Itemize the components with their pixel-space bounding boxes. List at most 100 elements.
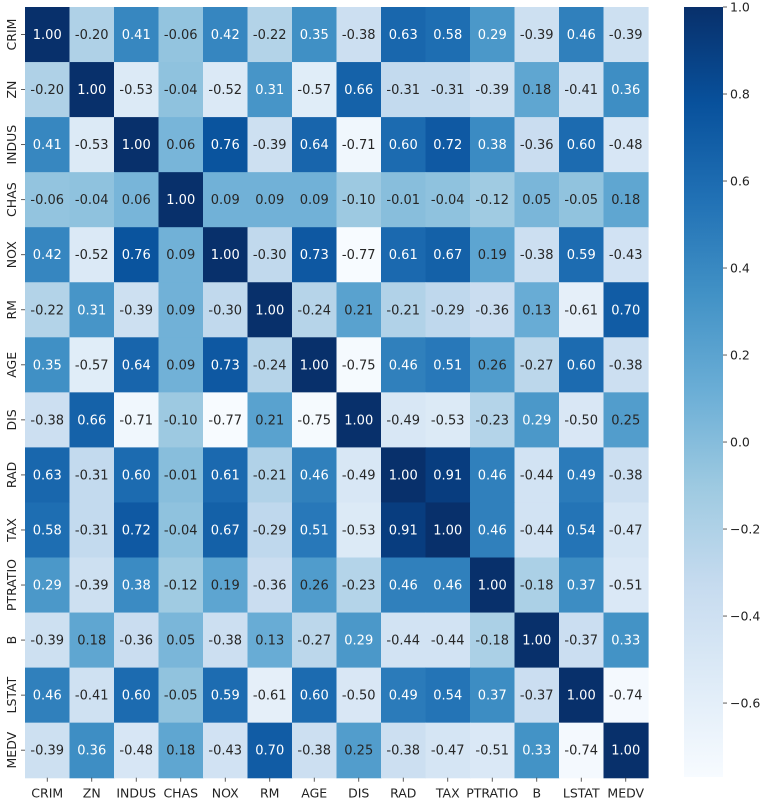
- heatmap-cell-zn-tax: [425, 62, 471, 118]
- y-tick-label: PTRATIO: [4, 559, 19, 611]
- cell-value-label: 0.46: [478, 468, 507, 483]
- heatmap-cell-zn-crim: [25, 62, 71, 118]
- cell-value-label: -0.12: [164, 579, 198, 594]
- cell-value-label: 0.38: [122, 579, 151, 594]
- cell-value-label: 0.29: [33, 579, 62, 594]
- heatmap-cell-rm-chas: [158, 282, 204, 338]
- cell-value-label: 0.91: [433, 468, 462, 483]
- heatmap-cell-nox-age: [292, 227, 338, 283]
- heatmap-cell-nox-chas: [158, 227, 204, 283]
- y-tick-label: AGE: [4, 352, 19, 378]
- cell-value-label: 1.00: [522, 634, 551, 649]
- heatmap-cell-crim-zn: [69, 7, 115, 63]
- cell-value-label: -0.44: [431, 634, 465, 649]
- cell-value-label: -0.41: [564, 83, 598, 98]
- cell-value-label: 0.73: [211, 358, 240, 373]
- heatmap-cell-indus-crim: [25, 117, 71, 173]
- cell-value-label: -0.50: [342, 689, 376, 704]
- x-tick-label: PTRATIO: [466, 786, 518, 801]
- cell-value-label: -0.22: [253, 28, 287, 43]
- heatmap-cell-lstat-indus: [114, 667, 160, 724]
- cell-value-label: -0.31: [431, 83, 465, 98]
- heatmap-cell-nox-b: [514, 227, 560, 283]
- x-tick-label: TAX: [435, 786, 460, 801]
- heatmap-cell-lstat-rad: [381, 667, 427, 724]
- cell-value-label: -0.57: [297, 83, 331, 98]
- cell-value-label: -0.38: [30, 413, 64, 428]
- cell-value-label: -0.23: [342, 579, 376, 594]
- cell-value-label: -0.44: [520, 468, 554, 483]
- heatmap-cell-medv-rm: [247, 722, 293, 779]
- heatmap-cell-age-indus: [114, 337, 160, 393]
- heatmap-cell-b-nox: [203, 612, 249, 669]
- colorbar-tick-label: 0.0: [730, 435, 750, 450]
- cell-value-label: 0.26: [478, 358, 507, 373]
- heatmap-cell-ptratio-age: [292, 557, 338, 614]
- heatmap-cells: [25, 7, 649, 779]
- heatmap-cell-dis-zn: [69, 392, 115, 448]
- cell-value-label: -0.43: [609, 248, 643, 263]
- cell-value-label: 0.46: [389, 358, 418, 373]
- heatmap-cell-tax-nox: [203, 502, 249, 559]
- heatmap-cell-medv-chas: [158, 722, 204, 779]
- heatmap-cell-indus-b: [514, 117, 560, 173]
- cell-value-label: 0.67: [211, 523, 240, 538]
- heatmap-cell-zn-indus: [114, 62, 160, 118]
- colorbar-tick-label: −0.2: [730, 522, 760, 537]
- heatmap-annotations: 1.00 -0.20 0.41 -0.06 0.42 -0.22 0.35 -0.38 0.63…: [30, 28, 642, 759]
- cell-value-label: -0.57: [75, 358, 109, 373]
- cell-value-label: 0.31: [77, 303, 106, 318]
- heatmap-cell-age-ptratio: [470, 337, 516, 393]
- heatmap-cell-ptratio-crim: [25, 557, 71, 614]
- heatmap-cell-ptratio-medv: [603, 557, 649, 614]
- heatmap-cell-chas-indus: [114, 172, 160, 228]
- colorbar-tick-label: 0.6: [730, 174, 750, 189]
- heatmap-cell-crim-ptratio: [470, 7, 516, 63]
- cell-value-label: 0.66: [77, 413, 106, 428]
- heatmap-cell-dis-chas: [158, 392, 204, 448]
- heatmap-cell-ptratio-rm: [247, 557, 293, 614]
- cell-value-label: 0.63: [33, 468, 62, 483]
- cell-value-label: -0.41: [75, 689, 109, 704]
- cell-value-label: -0.31: [386, 83, 420, 98]
- y-tick-label: ZN: [4, 81, 19, 99]
- cell-value-label: -0.75: [297, 413, 331, 428]
- heatmap-cell-medv-ptratio: [470, 722, 516, 779]
- cell-value-label: -0.38: [342, 28, 376, 43]
- cell-value-label: -0.04: [75, 193, 109, 208]
- cell-value-label: 0.31: [255, 83, 284, 98]
- cell-value-label: -0.61: [564, 303, 598, 318]
- colorbar-tick-label: 0.2: [730, 348, 750, 363]
- heatmap-cell-chas-b: [514, 172, 560, 228]
- heatmap-cell-crim-rm: [247, 7, 293, 63]
- cell-value-label: 1.00: [33, 28, 62, 43]
- cell-value-label: -0.10: [164, 413, 198, 428]
- heatmap-cell-nox-crim: [25, 227, 71, 283]
- heatmap-cell-medv-zn: [69, 722, 115, 779]
- heatmap-cell-crim-tax: [425, 7, 471, 63]
- heatmap-cell-indus-medv: [603, 117, 649, 173]
- heatmap-cell-rad-rad: [381, 447, 427, 504]
- cell-value-label: -0.53: [119, 83, 153, 98]
- cell-value-label: -0.31: [75, 468, 109, 483]
- heatmap-cell-indus-nox: [203, 117, 249, 173]
- heatmap-cell-chas-ptratio: [470, 172, 516, 228]
- colorbar: 1.0 0.8 0.6 0.4 0.2 0.0 −0.2 −0.4 −0.6: [684, 0, 760, 777]
- cell-value-label: -0.10: [342, 193, 376, 208]
- cell-value-label: 0.64: [300, 138, 329, 153]
- heatmap-cell-lstat-zn: [69, 667, 115, 724]
- cell-value-label: 0.21: [344, 303, 373, 318]
- cell-value-label: -0.39: [30, 744, 64, 759]
- cell-value-label: 0.41: [33, 138, 62, 153]
- cell-value-label: 0.19: [478, 248, 507, 263]
- cell-value-label: 1.00: [166, 193, 195, 208]
- cell-value-label: 0.51: [300, 523, 329, 538]
- heatmap-cell-nox-lstat: [559, 227, 605, 283]
- heatmap-cell-rm-indus: [114, 282, 160, 338]
- cell-value-label: 0.06: [122, 193, 151, 208]
- colorbar-gradient: [684, 7, 723, 777]
- cell-value-label: -0.29: [253, 523, 287, 538]
- cell-value-label: 0.42: [33, 248, 62, 263]
- cell-value-label: -0.38: [520, 248, 554, 263]
- heatmap-cell-b-b: [514, 612, 560, 669]
